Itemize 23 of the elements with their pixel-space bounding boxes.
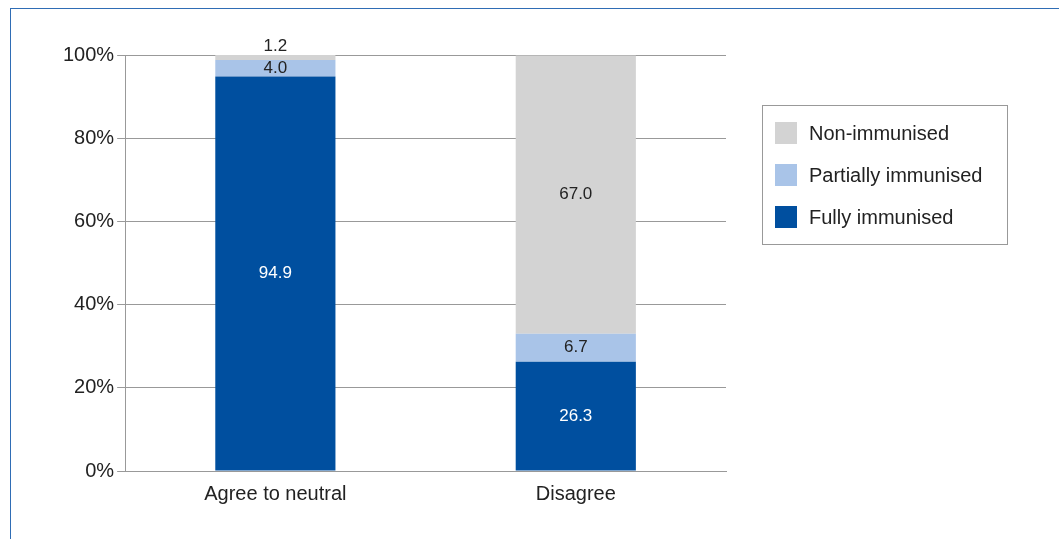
legend-label: Partially immunised <box>809 163 983 187</box>
y-tick-label: 20% <box>74 375 115 398</box>
bar <box>215 55 336 60</box>
x-tick-label: Agree to neutral <box>204 481 347 504</box>
y-tick-label: 0% <box>85 458 115 481</box>
bar <box>515 361 636 471</box>
bar <box>515 55 636 334</box>
data-label: 67.0 <box>559 184 593 204</box>
y-tick-label: 100% <box>63 42 115 65</box>
y-tick-label: 60% <box>74 209 115 232</box>
data-label: 26.3 <box>559 405 593 425</box>
data-label: 94.9 <box>258 263 292 283</box>
y-tick-label: 80% <box>74 126 115 149</box>
data-label: 6.7 <box>563 337 588 357</box>
bar <box>215 76 336 471</box>
legend-label: Non-immunised <box>809 121 950 145</box>
x-tick-label: Disagree <box>535 481 616 504</box>
legend-label: Fully immunised <box>809 205 954 229</box>
bar <box>515 333 636 362</box>
data-label: 1.2 <box>263 35 288 55</box>
bar <box>215 59 336 77</box>
y-tick-label: 40% <box>74 292 115 315</box>
data-label: 4.0 <box>263 57 288 77</box>
